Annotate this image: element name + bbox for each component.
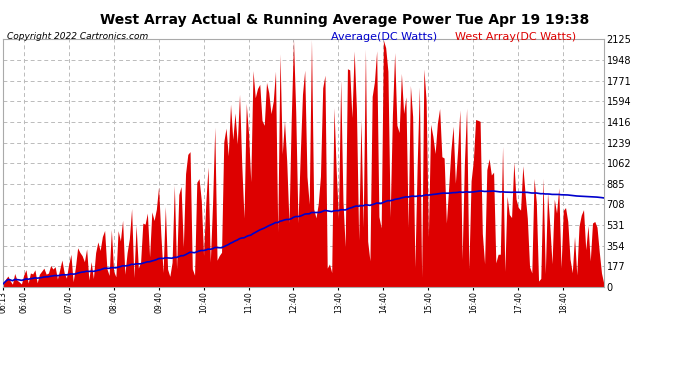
Text: Copyright 2022 Cartronics.com: Copyright 2022 Cartronics.com — [7, 32, 148, 41]
Text: West Array Actual & Running Average Power Tue Apr 19 19:38: West Array Actual & Running Average Powe… — [100, 13, 590, 27]
Text: Average(DC Watts): Average(DC Watts) — [331, 32, 437, 42]
Text: West Array(DC Watts): West Array(DC Watts) — [455, 32, 577, 42]
